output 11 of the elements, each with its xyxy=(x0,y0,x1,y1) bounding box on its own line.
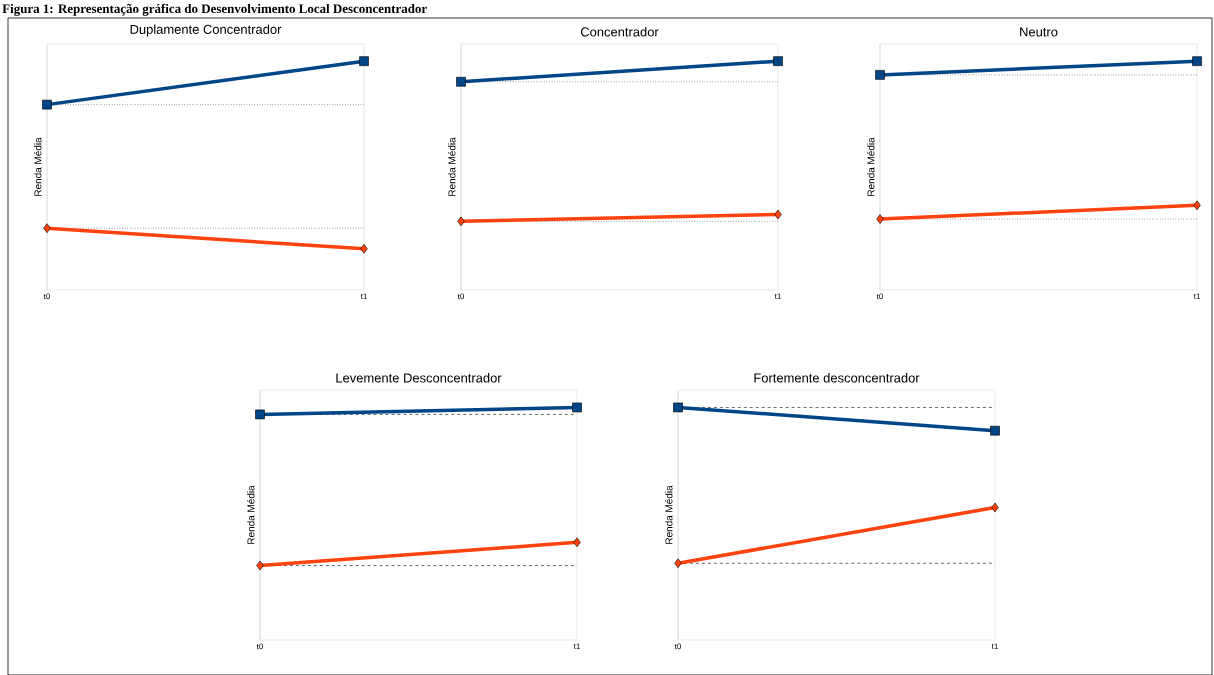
chart-title: Fortemente desconcentrador xyxy=(754,372,920,383)
chart-title: Concentrador xyxy=(580,26,659,37)
text: Figura 1: Representação gráfica do Desenvolvimento Local Desconcentrador xyxy=(2,3,427,16)
chart-title: Neutro xyxy=(1020,27,1058,37)
y-axis-title: Renda Média xyxy=(247,485,255,544)
y-axis-title: Renda Média xyxy=(448,137,456,196)
y-axis-title: Renda Média xyxy=(34,137,42,196)
chart-title: Levemente Desconcentrador xyxy=(336,372,502,383)
y-axis-title: Renda Média xyxy=(867,137,875,196)
y-axis-title: Renda Média xyxy=(665,485,673,544)
chart-title: Duplamente Concentrador xyxy=(130,24,282,37)
